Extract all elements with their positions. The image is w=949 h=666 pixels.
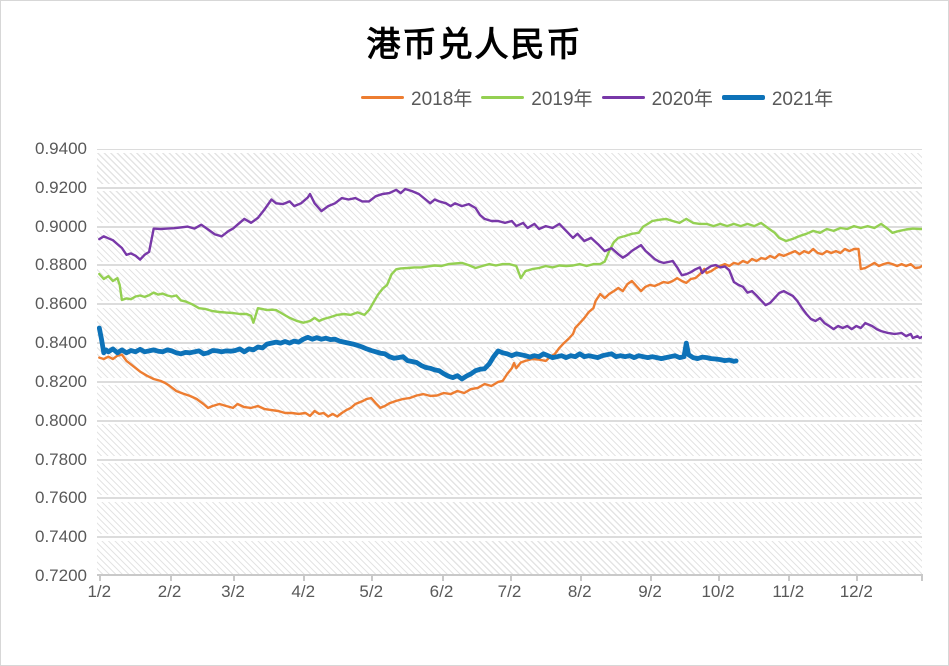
legend-swatch-2018年 xyxy=(361,96,404,99)
x-axis-tick xyxy=(856,576,859,581)
x-axis-tick xyxy=(579,576,582,581)
x-tick-label: 1/2 xyxy=(87,582,112,601)
x-tick-label: 2/2 xyxy=(157,582,182,601)
y-tick-label: 0.8600 xyxy=(35,294,87,314)
gridline xyxy=(97,456,922,464)
x-axis-tick xyxy=(371,576,374,581)
x-axis-line xyxy=(97,574,923,576)
legend-swatch-2021年 xyxy=(721,95,765,100)
x-tick-label: 7/2 xyxy=(497,582,522,601)
x-tick-label: 8/2 xyxy=(567,582,592,601)
legend-item-2021年: 2021年 xyxy=(721,84,834,111)
y-tick-label: 0.8200 xyxy=(35,371,87,391)
x-tick-label: 4/2 xyxy=(291,582,316,601)
x-tick-label: 12/2 xyxy=(839,582,873,601)
plot-area xyxy=(97,149,922,576)
legend-label: 2018年 xyxy=(411,89,473,110)
x-axis-tick xyxy=(509,576,512,581)
y-tick-label: 0.9200 xyxy=(35,177,87,197)
x-axis-tick xyxy=(921,576,923,581)
gridline xyxy=(97,378,922,386)
y-tick-label: 0.7800 xyxy=(35,449,87,469)
x-axis-tick xyxy=(650,576,653,581)
legend-item-2020年: 2020年 xyxy=(601,84,713,111)
x-axis-tick xyxy=(788,576,791,581)
gridline xyxy=(97,339,922,347)
gridline xyxy=(97,223,922,231)
legend-label: 2020年 xyxy=(651,89,713,110)
x-tick-label: 6/2 xyxy=(429,582,454,601)
gridline xyxy=(97,261,922,269)
x-axis-tick xyxy=(718,576,721,581)
legend-label: 2019年 xyxy=(531,89,593,110)
x-tick-label: 10/2 xyxy=(701,582,735,601)
gridline xyxy=(97,494,922,502)
chart-title: 港币兑人民币 xyxy=(366,26,583,64)
x-axis-tick xyxy=(232,576,235,581)
series-line-2020年 xyxy=(98,187,922,340)
series-canvas xyxy=(97,187,922,418)
x-tick-label: 5/2 xyxy=(359,582,384,601)
gridline xyxy=(97,417,922,425)
series-line-2018年 xyxy=(98,247,922,418)
x-axis-tick xyxy=(99,576,102,581)
gridline xyxy=(97,533,922,541)
series-line-2021年 xyxy=(97,325,739,382)
y-tick-label: 0.8000 xyxy=(35,410,87,430)
legend-swatch-2020年 xyxy=(601,96,645,99)
series-line-2019年 xyxy=(98,217,922,324)
x-tick-label: 11/2 xyxy=(772,582,805,601)
legend-label: 2021年 xyxy=(771,89,834,110)
gridline xyxy=(97,149,922,153)
y-tick-label: 0.9000 xyxy=(35,216,87,236)
y-tick-label: 0.7400 xyxy=(35,527,87,547)
x-axis-tick xyxy=(169,576,172,581)
x-tick-label: 3/2 xyxy=(221,582,245,601)
gridline xyxy=(97,184,922,192)
legend-swatch-2019年 xyxy=(481,96,525,99)
x-tick-label: 9/2 xyxy=(638,582,662,601)
x-axis-tick xyxy=(441,576,444,581)
y-tick-label: 0.9400 xyxy=(35,139,87,158)
x-axis-tick xyxy=(303,576,306,581)
gridline xyxy=(97,300,922,308)
legend: 2018年 2019年 2020年 2021年 xyxy=(361,84,833,111)
legend-item-2019年: 2019年 xyxy=(481,84,593,111)
y-tick-label: 0.7200 xyxy=(35,566,87,585)
legend-item-2018年: 2018年 xyxy=(361,84,472,111)
y-tick-label: 0.8400 xyxy=(35,333,87,353)
y-tick-label: 0.7600 xyxy=(35,488,87,508)
y-tick-label: 0.8800 xyxy=(35,255,87,275)
